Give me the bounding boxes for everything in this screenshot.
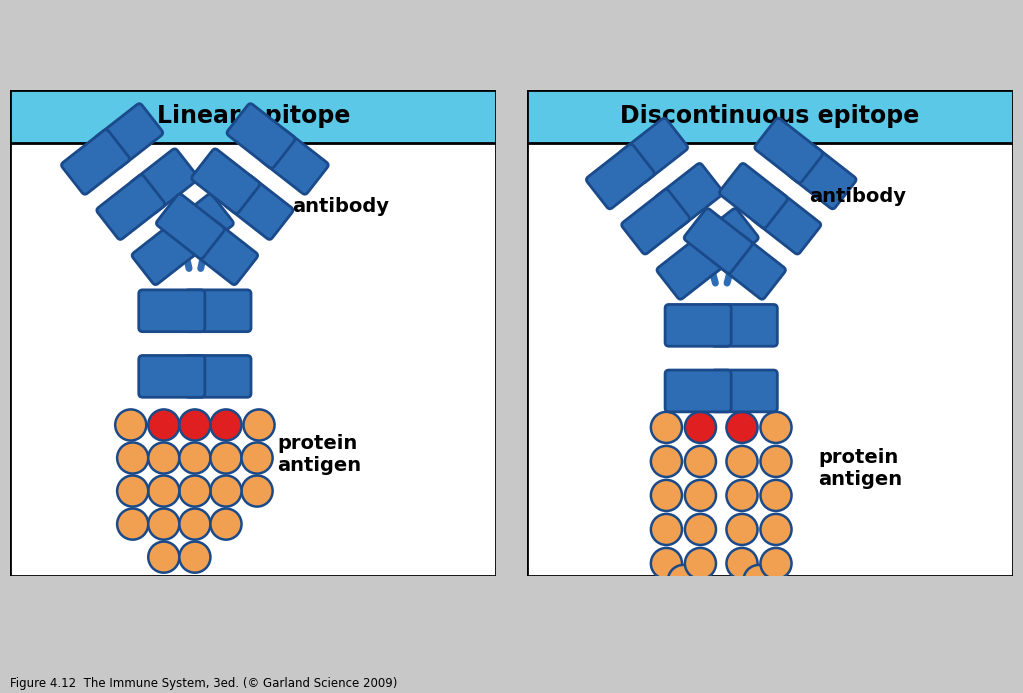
FancyBboxPatch shape [711,370,777,412]
Circle shape [241,475,272,507]
FancyBboxPatch shape [665,304,731,346]
Circle shape [684,514,716,545]
FancyBboxPatch shape [132,220,201,285]
Circle shape [117,475,148,507]
Circle shape [760,514,792,545]
FancyBboxPatch shape [691,209,758,273]
Circle shape [726,514,758,545]
Circle shape [179,509,211,540]
Circle shape [684,412,716,443]
Circle shape [760,548,792,579]
FancyBboxPatch shape [586,144,655,209]
FancyBboxPatch shape [185,356,251,397]
FancyBboxPatch shape [139,356,205,397]
Circle shape [651,514,682,545]
Circle shape [148,509,179,540]
Text: Linear epitope: Linear epitope [157,105,350,128]
FancyBboxPatch shape [711,304,777,346]
Text: Figure 4.12  The Immune System, 3ed. (© Garland Science 2009): Figure 4.12 The Immune System, 3ed. (© G… [10,676,398,690]
FancyBboxPatch shape [227,104,295,168]
FancyBboxPatch shape [166,194,233,258]
FancyBboxPatch shape [191,149,260,213]
Circle shape [211,410,241,441]
FancyBboxPatch shape [620,119,687,183]
FancyBboxPatch shape [260,130,328,194]
FancyBboxPatch shape [157,194,224,258]
Circle shape [651,446,682,477]
Circle shape [211,442,241,473]
FancyBboxPatch shape [189,220,258,285]
FancyBboxPatch shape [622,189,690,254]
Circle shape [243,410,274,441]
Circle shape [651,480,682,511]
Text: protein
antigen: protein antigen [277,434,361,475]
FancyBboxPatch shape [719,164,788,228]
Circle shape [117,442,148,473]
FancyBboxPatch shape [717,235,786,299]
Circle shape [726,412,758,443]
Circle shape [744,565,774,596]
FancyBboxPatch shape [665,370,731,412]
Circle shape [760,480,792,511]
Circle shape [651,548,682,579]
FancyBboxPatch shape [684,209,752,273]
Circle shape [211,509,241,540]
FancyBboxPatch shape [225,175,293,240]
Circle shape [726,446,758,477]
Circle shape [684,480,716,511]
Circle shape [179,410,211,441]
Circle shape [148,410,179,441]
Circle shape [116,410,146,441]
Circle shape [651,412,682,443]
FancyBboxPatch shape [753,189,820,254]
FancyBboxPatch shape [97,175,165,240]
FancyBboxPatch shape [657,235,725,299]
Circle shape [179,542,211,572]
Text: Discontinuous epitope: Discontinuous epitope [620,105,920,128]
FancyBboxPatch shape [788,144,856,209]
FancyBboxPatch shape [139,290,205,332]
Circle shape [726,480,758,511]
FancyBboxPatch shape [61,130,130,194]
Text: antibody: antibody [808,187,905,206]
Circle shape [148,475,179,507]
Circle shape [760,446,792,477]
Text: antibody: antibody [293,197,389,216]
FancyBboxPatch shape [130,149,198,213]
Circle shape [684,446,716,477]
Circle shape [148,442,179,473]
Circle shape [117,509,148,540]
Circle shape [179,442,211,473]
Circle shape [241,442,272,473]
Bar [527,89,1013,143]
Circle shape [684,548,716,579]
FancyBboxPatch shape [655,164,723,228]
Circle shape [148,542,179,572]
FancyBboxPatch shape [755,119,822,183]
Circle shape [179,475,211,507]
Text: protein
antigen: protein antigen [818,448,902,489]
Circle shape [726,548,758,579]
FancyBboxPatch shape [95,104,163,168]
Circle shape [760,412,792,443]
Circle shape [211,475,241,507]
FancyBboxPatch shape [185,290,251,332]
Bar [10,89,496,143]
Circle shape [668,565,699,596]
